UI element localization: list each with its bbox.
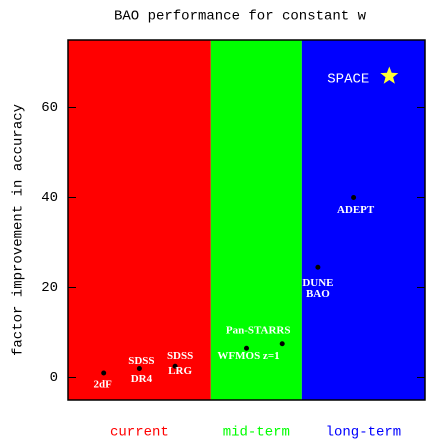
point-label: BAO xyxy=(306,288,330,300)
point xyxy=(351,195,357,200)
region-label: current xyxy=(110,425,169,440)
y-tick-label: 0 xyxy=(50,370,58,386)
point-label: SDSS xyxy=(128,355,154,367)
region-label: long-term xyxy=(326,425,402,440)
point-label: 2dF xyxy=(94,379,113,391)
point-label: Pan-STARRS xyxy=(226,324,291,336)
point-label: DR4 xyxy=(131,373,153,385)
point xyxy=(136,366,142,371)
point xyxy=(315,264,321,270)
region xyxy=(68,40,211,400)
region-label: mid-term xyxy=(223,425,290,440)
point xyxy=(279,341,285,347)
point-label: WFMOS z=1 xyxy=(217,350,279,362)
y-tick-label: 20 xyxy=(41,280,58,296)
y-axis-label: factor improvement in accuracy xyxy=(11,104,27,356)
star-marker xyxy=(380,66,399,84)
point-label: LRG xyxy=(168,365,192,377)
y-tick-label: 60 xyxy=(41,100,58,116)
point-label: ADEPT xyxy=(337,204,375,216)
region xyxy=(210,40,302,400)
point xyxy=(101,370,107,376)
point xyxy=(172,363,178,369)
chart-title: BAO performance for constant w xyxy=(114,9,367,25)
point-label: DUNE xyxy=(302,277,333,289)
plot-frame xyxy=(67,39,426,401)
point xyxy=(244,345,249,351)
point-label: SDSS xyxy=(167,350,193,362)
point-label: SPACE xyxy=(327,72,369,88)
region xyxy=(301,40,425,400)
y-tick-label: 40 xyxy=(41,190,58,206)
